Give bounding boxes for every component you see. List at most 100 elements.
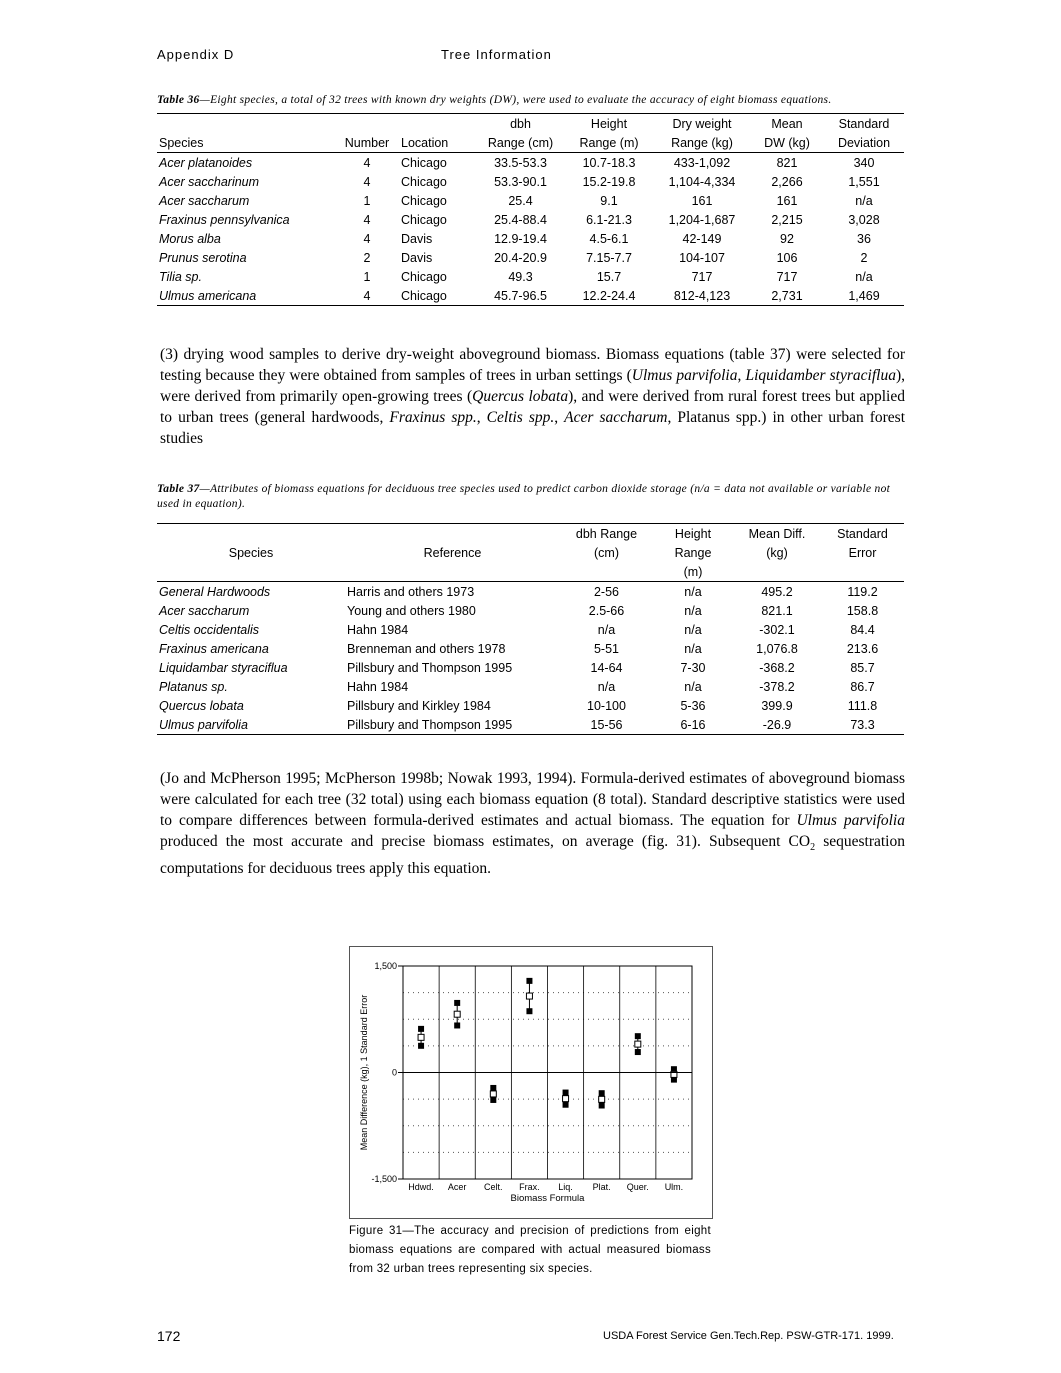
mean-point [453,1010,461,1018]
species-cell: Ulmus parvifolia [159,717,248,732]
table-header-cell: (cm) [594,545,619,560]
table-cell: 42-149 [682,231,722,246]
mean-point [670,1070,678,1078]
table-cell: 15.2-19.8 [582,174,636,189]
table-header-cell [157,562,345,582]
x-tick-label: Hdwd. [408,1182,434,1192]
table37-header-row: (m) [157,562,904,582]
table-cell: 104-107 [679,250,725,265]
table-header-cell: Deviation [824,133,904,153]
error-cap-marker [454,1022,461,1029]
body-paragraph-1: (3) drying wood samples to derive dry-we… [160,346,906,447]
table-cell: 5-51 [593,641,620,656]
table-header-cell: Range (m) [564,133,654,153]
table-cell: Brenneman and others 1978 [347,641,506,656]
table-cell: n/a [855,193,873,208]
error-cap-marker [490,1084,497,1091]
species-cell: Ulmus americana [159,288,257,303]
species-cell: Quercus lobata [159,698,244,713]
table-header-cell: Range [674,545,712,560]
table-cell: 111.8 [847,698,878,713]
table-header-cell: Range (kg) [654,133,750,153]
table-cell: 2,266 [771,174,803,189]
table-cell: 812-4,123 [673,288,731,303]
table36-header-row: Species Number Location Range (cm) Range (m)… [157,133,904,153]
error-cap-marker [490,1096,497,1103]
table-cell: 15.7 [596,269,622,284]
table-header-cell: dbh Range [575,526,638,541]
table-header-cell: Standard [837,526,888,541]
table-cell: 433-1,092 [673,155,731,170]
table-row: Acer platanoides 4 Chicago 33.5-53.3 10.7-18… [157,153,904,173]
error-cap-marker [598,1102,605,1109]
species-cell: Acer saccharum [159,193,250,208]
error-cap-marker [670,1066,677,1073]
table-cell: 9.1 [600,193,618,208]
table-header-cell [560,562,653,582]
table-cell: 821.1 [761,603,793,618]
chart-y-axis-label: Mean Difference (kg), 1 Standard Error [359,995,369,1150]
table-cell: 1,469 [848,288,880,303]
table-cell: n/a [684,622,702,637]
table-row: Acer saccharum 1 Chicago 25.4 9.1 161 161 n/a [157,191,904,210]
table-header-cell [345,562,560,582]
x-tick-label: Ulm. [665,1182,684,1192]
body-paragraph-2: (Jo and McPherson 1995; McPherson 1998b;… [160,770,905,878]
table-row: Morus alba 4 Davis 12.9-19.4 4.5-6.1 42-149 92… [157,229,904,248]
table-header-cell: Number [335,133,399,153]
table-header-cell: Location [399,133,477,153]
table-header-cell: Mean [771,116,803,131]
error-cap-marker [634,1049,641,1056]
mean-point [598,1095,606,1103]
table-cell: 4 [363,288,371,303]
table-cell: 73.3 [850,717,875,732]
table-cell: 161 [776,193,798,208]
table-cell: n/a [597,679,616,694]
table-cell: 7-30 [680,660,706,675]
mean-point [562,1095,570,1103]
table-cell: 53.3-90.1 [494,174,547,189]
y-tick-label: 1,500 [374,961,397,971]
table-cell: 86.7 [850,679,875,694]
table-cell: 85.7 [850,660,875,675]
table-header-cell [733,562,821,582]
error-cap-marker [598,1090,605,1097]
error-cap-marker [526,1008,533,1015]
table-header-cell: DW (kg) [750,133,824,153]
table-header-cell: Standard [838,116,890,131]
footer-citation: USDA Forest Service Gen.Tech.Rep. PSW-GT… [603,1330,894,1342]
table-header-cell [821,562,904,582]
table-cell: 106 [776,250,798,265]
table-cell: 1 [363,193,371,208]
table-cell: 158.8 [846,603,879,618]
table-cell: 2 [363,250,371,265]
table-row: Fraxinus americana Brenneman and others 1… [157,639,904,658]
table-cell: 92 [780,231,794,246]
table-cell: 4.5-6.1 [589,231,629,246]
table-cell: Hahn 1984 [347,622,409,637]
table36-caption: Table 36—Eight species, a total of 32 tr… [157,93,907,108]
table-cell: 25.4-88.4 [494,212,547,227]
table-cell: Davis [401,231,433,246]
table-row: Ulmus americana 4 Chicago 45.7-96.5 12.2-24.… [157,286,904,305]
table-cell: n/a [684,679,702,694]
table-cell: 1,076.8 [756,641,798,656]
table-header-cell: (m) [653,562,733,582]
table-cell: n/a [684,584,702,599]
table-cell: Chicago [401,174,447,189]
table-row: Liquidambar styraciflua Pillsbury and Tho… [157,658,904,677]
table-cell: 340 [853,155,875,170]
table37-caption-text: —Attributes of biomass equations for dec… [157,483,891,510]
x-tick-label: Celt. [484,1182,503,1192]
table37-caption: Table 37—Attributes of biomass equations… [157,482,907,512]
table-cell: n/a [855,269,873,284]
error-cap-marker [562,1089,569,1096]
table-cell: 33.5-53.3 [494,155,547,170]
mean-point [525,992,533,1000]
table-cell: 84.4 [850,622,875,637]
species-cell: Prunus serotina [159,250,247,265]
table-cell: -302.1 [759,622,795,637]
error-cap-marker [670,1076,677,1083]
table-cell: Davis [401,250,433,265]
species-cell: Acer saccharinum [159,174,260,189]
